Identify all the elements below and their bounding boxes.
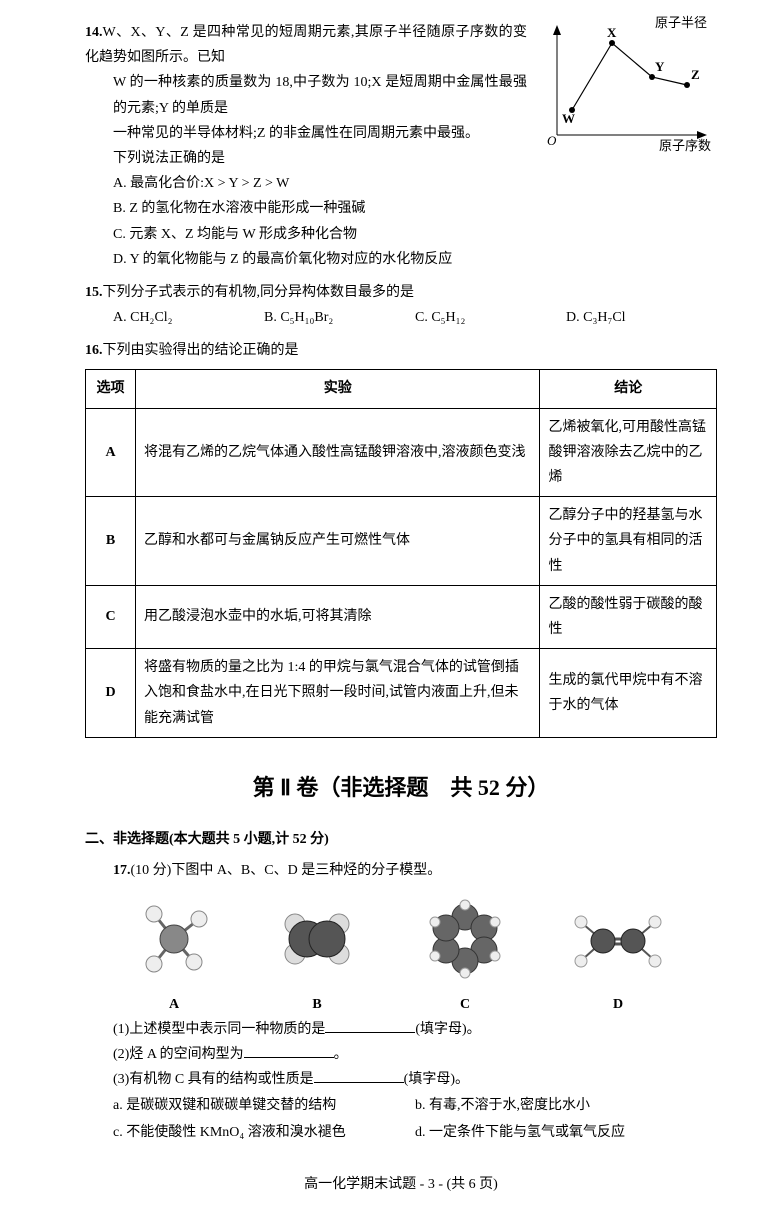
- q15-optC: C. C₅H₁₂: [415, 305, 566, 330]
- q14-optC: C. 元素 X、Z 均能与 W 形成多种化合物: [85, 222, 717, 247]
- table-row: A 将混有乙烯的乙烷气体通入酸性高锰酸钾溶液中,溶液颜色变浅 乙烯被氧化,可用酸…: [86, 408, 717, 497]
- svg-text:Y: Y: [655, 59, 665, 74]
- q15-optB: B. C₅H₁₀Br₂: [264, 305, 415, 330]
- q17-sub2: (2)烃 A 的空间构型为。: [85, 1042, 717, 1067]
- blank-2[interactable]: [244, 1044, 334, 1058]
- chart-xlabel: 原子序数: [659, 138, 711, 153]
- q15-text: 下列分子式表示的有机物,同分异构体数目最多的是: [103, 285, 415, 300]
- question-14: 原子半径 O 原子序数 W X Y Z 14.W、X、Y、Z 是四种常见的短周期…: [85, 20, 717, 272]
- q16-text: 下列由实验得出的结论正确的是: [103, 343, 299, 358]
- page-footer: 高一化学期末试题 - 3 - (共 6 页): [85, 1172, 717, 1197]
- q17-sc: c. 不能使酸性 KMnO₄ 溶液和溴水褪色: [113, 1120, 415, 1145]
- model-C: C: [415, 894, 515, 1017]
- q14-optD: D. Y 的氧化物能与 Z 的最高价氧化物对应的水化物反应: [85, 247, 717, 272]
- question-16: 16.下列由实验得出的结论正确的是 选项 实验 结论 A 将混有乙烯的乙烷气体通…: [85, 338, 717, 737]
- model-D: D: [563, 894, 673, 1017]
- model-A: A: [129, 894, 219, 1017]
- q14-optB: B. Z 的氢化物在水溶液中能形成一种强碱: [85, 196, 717, 221]
- blank-3[interactable]: [314, 1069, 404, 1083]
- th-con: 结论: [540, 370, 717, 408]
- q16-table: 选项 实验 结论 A 将混有乙烯的乙烷气体通入酸性高锰酸钾溶液中,溶液颜色变浅 …: [85, 369, 717, 737]
- th-exp: 实验: [136, 370, 540, 408]
- q17-sa: a. 是碳碳双键和碳碳单键交替的结构: [113, 1093, 415, 1118]
- question-17: 17.(10 分)下图中 A、B、C、D 是三种烃的分子模型。 A: [85, 858, 717, 1147]
- chart-ylabel: 原子半径: [655, 15, 707, 30]
- chart-origin: O: [547, 133, 557, 148]
- table-row: D 将盛有物质的量之比为 1:4 的甲烷与氯气混合气体的试管倒插入饱和食盐水中,…: [86, 649, 717, 738]
- model-B: B: [267, 894, 367, 1017]
- blank-1[interactable]: [325, 1019, 415, 1033]
- q17-head: (10 分)下图中 A、B、C、D 是三种烃的分子模型。: [131, 863, 442, 878]
- part2-title: 二、非选择题(本大题共 5 小题,计 52 分): [85, 827, 717, 852]
- q14-optA: A. 最高化合价:X > Y > Z > W: [85, 171, 717, 196]
- q14-chart: 原子半径 O 原子序数 W X Y Z: [537, 15, 717, 155]
- svg-text:Z: Z: [691, 67, 700, 82]
- th-opt: 选项: [86, 370, 136, 408]
- question-15: 15.下列分子式表示的有机物,同分异构体数目最多的是 A. CH₂Cl₂ B. …: [85, 280, 717, 330]
- q15-optA: A. CH₂Cl₂: [113, 305, 264, 330]
- table-row: B 乙醇和水都可与金属钠反应产生可燃性气体 乙醇分子中的羟基氢与水分子中的氢具有…: [86, 497, 717, 586]
- svg-text:X: X: [607, 25, 617, 40]
- q15-optD: D. C₃H₇Cl: [566, 305, 717, 330]
- svg-text:W: W: [562, 111, 575, 126]
- q17-sb: b. 有毒,不溶于水,密度比水小: [415, 1093, 717, 1118]
- molecule-models: A B: [85, 884, 717, 1017]
- section-2-title: 第 Ⅱ 卷（非选择题 共 52 分）: [85, 768, 717, 808]
- q17-sub3: (3)有机物 C 具有的结构或性质是(填字母)。: [85, 1067, 717, 1092]
- q17-sub1: (1)上述模型中表示同一种物质的是(填字母)。: [85, 1017, 717, 1042]
- table-row: C 用乙酸浸泡水壶中的水垢,可将其清除 乙酸的酸性弱于碳酸的酸性: [86, 585, 717, 648]
- q17-sd: d. 一定条件下能与氢气或氧气反应: [415, 1120, 717, 1145]
